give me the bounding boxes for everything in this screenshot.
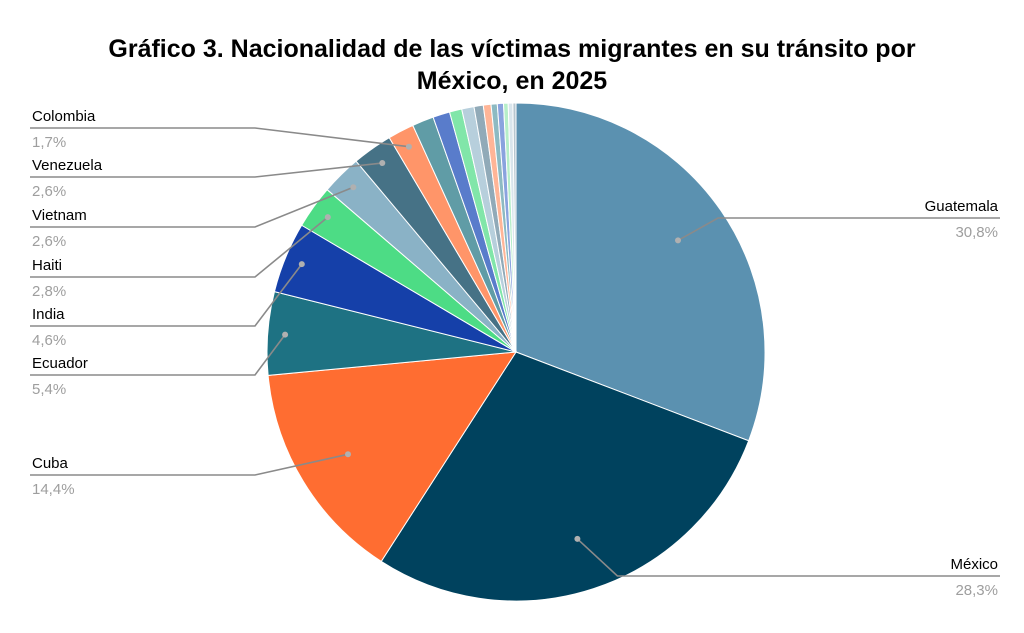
- slice-label-haiti: Haiti: [32, 257, 62, 274]
- slice-label-venezuela: Venezuela: [32, 157, 103, 174]
- leader-dot-haiti: [324, 214, 331, 221]
- slice-label-ecuador: Ecuador: [32, 355, 88, 372]
- pie-slice-guatemala: [515, 102, 766, 442]
- pie-slice-cuba: [267, 351, 517, 563]
- slice-label-guatemala: Guatemala: [925, 198, 999, 215]
- slice-label-colombia: Colombia: [32, 108, 96, 125]
- slice-value-india: 4,6%: [32, 332, 66, 349]
- slice-value-colombia: 1,7%: [32, 134, 66, 151]
- slice-value-vietnam: 2,6%: [32, 233, 66, 250]
- leader-line-ecuador: [30, 334, 286, 376]
- leader-line-india: [30, 263, 303, 327]
- leader-dot-vietnam: [350, 184, 357, 191]
- leader-line-cuba: [30, 453, 349, 476]
- chart-title-line-1: Gráfico 3. Nacionalidad de las víctimas …: [108, 35, 915, 63]
- leader-dot-india: [298, 261, 305, 268]
- leader-line-guatemala: [677, 217, 1000, 242]
- leader-line-colombia: [30, 127, 409, 148]
- slice-label-vietnam: Vietnam: [32, 207, 87, 224]
- slice-value-ecuador: 5,4%: [32, 381, 66, 398]
- leader-dot-colombia: [405, 143, 412, 150]
- slice-value-venezuela: 2,6%: [32, 183, 66, 200]
- slice-label-mexico: México: [950, 556, 998, 573]
- leader-dot-guatemala: [675, 237, 681, 244]
- slice-label-cuba: Cuba: [32, 455, 69, 472]
- slice-value-mexico: 28,3%: [955, 582, 998, 599]
- pie-slice-other-19: [512, 102, 517, 353]
- leader-dot-venezuela: [379, 160, 386, 166]
- chart-title-line-2: México, en 2025: [417, 67, 607, 95]
- leader-dot-cuba: [345, 451, 351, 458]
- leader-line-mexico: [576, 538, 1000, 577]
- leader-line-vietnam: [30, 186, 354, 228]
- leader-line-haiti: [30, 216, 329, 278]
- slice-value-guatemala: 30,8%: [955, 224, 998, 241]
- slice-label-india: India: [32, 306, 65, 323]
- leader-dot-ecuador: [282, 331, 289, 338]
- slice-value-haiti: 2,8%: [32, 283, 66, 300]
- pie-slices: [266, 102, 766, 602]
- pie-slice-mexico: [380, 351, 750, 602]
- pie-labels: Guatemala 30,8% México 28,3% Cuba 14,4% Ecuado…: [30, 108, 1000, 599]
- slice-value-cuba: 14,4%: [32, 481, 75, 498]
- leader-line-venezuela: [30, 162, 383, 178]
- leader-dot-mexico: [574, 535, 581, 542]
